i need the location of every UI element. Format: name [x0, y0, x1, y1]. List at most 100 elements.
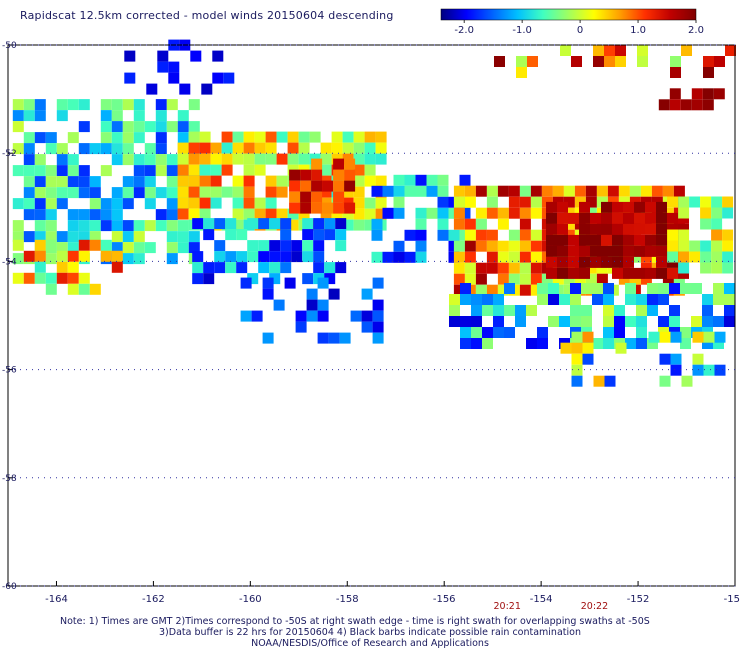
wind-cell	[328, 288, 340, 300]
wind-cell	[475, 207, 487, 219]
wind-cell	[375, 197, 387, 209]
wind-cell	[67, 261, 79, 273]
wind-cell	[570, 305, 581, 316]
wind-cell	[210, 164, 222, 176]
lon-tick-label: -156	[433, 594, 456, 605]
wind-cell	[289, 202, 301, 214]
wind-cell	[89, 283, 101, 295]
colorbar-tick-label: 2.0	[688, 25, 704, 36]
wind-cell	[691, 88, 703, 100]
lat-tick-label: -52	[2, 149, 17, 159]
wind-cell	[603, 305, 614, 316]
wind-cell	[353, 131, 365, 143]
wind-cell	[100, 239, 112, 251]
wind-cell	[232, 142, 244, 154]
wind-cell	[295, 310, 307, 322]
wind-cell	[669, 305, 680, 316]
longitude-axis: -164 -162 -160 -158 -156 -154 -152 -150	[45, 581, 740, 605]
swath-time-label: 20:22	[581, 601, 608, 612]
wind-cell	[571, 375, 583, 387]
wind-cell	[78, 165, 90, 177]
wind-cell	[568, 267, 579, 279]
wind-cell	[23, 176, 35, 188]
wind-cell	[585, 185, 597, 197]
wind-cell	[486, 229, 498, 241]
wind-cell	[601, 201, 612, 213]
wind-cell	[515, 316, 526, 327]
wind-cell	[570, 316, 581, 327]
wind-cell	[331, 208, 343, 220]
wind-cell	[623, 267, 634, 279]
wind-cell	[280, 240, 292, 252]
map-title: Rapidscat 12.5km corrected - model winds…	[20, 9, 394, 22]
wind-cell	[678, 251, 690, 263]
wind-cell	[722, 251, 734, 263]
colorbar-tick-label: -2.0	[454, 25, 474, 36]
wind-cell	[333, 191, 345, 203]
wind-cell	[339, 332, 351, 344]
wind-cell	[393, 240, 405, 252]
wind-cell	[724, 316, 735, 327]
wind-cell	[372, 321, 384, 333]
wind-cell	[300, 180, 312, 192]
wind-cell	[23, 250, 35, 262]
wind-cell	[546, 234, 557, 246]
wind-cell	[133, 110, 145, 122]
wind-cell	[629, 185, 641, 197]
wind-cell	[618, 185, 630, 197]
wind-cell	[78, 231, 90, 243]
wind-cell	[579, 245, 590, 257]
wind-cell	[364, 208, 376, 220]
wind-cell	[100, 165, 112, 177]
wind-cell	[471, 305, 482, 316]
wind-cell	[471, 316, 482, 327]
lat-tick-label: -54	[2, 257, 17, 267]
wind-cell	[636, 305, 647, 316]
wind-cell	[12, 110, 24, 122]
wind-cell	[546, 201, 557, 213]
wind-cell	[636, 294, 647, 305]
wind-cell	[155, 187, 167, 199]
wind-cell	[144, 187, 156, 199]
wind-cell	[453, 240, 465, 252]
wind-cell	[582, 353, 594, 365]
wind-cell	[342, 131, 354, 143]
wind-cell	[464, 273, 476, 285]
wind-cell	[563, 196, 575, 208]
wind-cell	[34, 198, 46, 210]
wind-cell	[615, 56, 626, 67]
wind-cell	[475, 185, 487, 197]
wind-cell	[372, 310, 384, 322]
wind-cell	[188, 186, 200, 198]
wind-cell	[34, 231, 46, 243]
wind-cell	[247, 240, 259, 252]
wind-cell	[508, 240, 520, 252]
wind-cell	[144, 220, 156, 232]
wind-cell	[203, 273, 215, 285]
wind-cell	[23, 198, 35, 210]
wind-cell	[67, 187, 79, 199]
wind-cell	[23, 187, 35, 199]
wind-cell	[122, 99, 134, 111]
wind-cell	[497, 240, 509, 252]
wind-cell	[437, 196, 449, 208]
wind-cell	[335, 262, 347, 274]
wind-cell	[192, 273, 204, 285]
wind-cell	[78, 176, 90, 188]
wind-cell	[243, 186, 255, 198]
wind-cell	[243, 208, 255, 220]
wind-cell	[372, 332, 384, 344]
wind-cell	[45, 283, 57, 295]
wind-cell	[269, 218, 281, 230]
wind-cell	[210, 197, 222, 209]
wind-cell	[166, 154, 178, 166]
wind-cell	[23, 143, 35, 155]
wind-cell	[56, 165, 68, 177]
wind-cell	[133, 154, 145, 166]
wind-cell	[45, 209, 57, 221]
wind-cell	[199, 153, 211, 165]
wind-cell	[601, 212, 612, 224]
wind-cell	[192, 251, 204, 263]
wind-cell	[212, 72, 224, 84]
wind-cell	[471, 338, 482, 349]
